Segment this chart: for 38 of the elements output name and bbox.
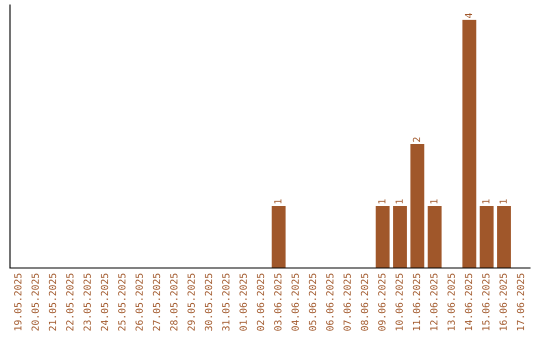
data-label: 1 <box>396 199 403 204</box>
data-label: 1 <box>274 199 282 204</box>
data-label: 4 <box>464 13 472 18</box>
x-tick-label: 17.06.2025 <box>516 274 524 330</box>
x-tick-label: 03.06.2025 <box>274 274 282 331</box>
data-label: 1 <box>378 199 386 204</box>
x-tick-label: 25.05.2025 <box>118 274 126 331</box>
x-tick-label: 14.06.2025 <box>464 274 472 330</box>
x-tick-label: 13.06.2025 <box>447 274 455 330</box>
data-label: 1 <box>430 199 438 204</box>
x-tick-label: 21.05.2025 <box>48 274 56 331</box>
x-tick-label: 22.05.2025 <box>66 274 74 331</box>
x-tick-label: 30.05.2025 <box>204 274 212 331</box>
x-tick-label: 24.05.2025 <box>100 274 108 331</box>
x-tick-label: 05.06.2025 <box>308 274 316 331</box>
x-tick-label: 15.06.2025 <box>482 274 490 330</box>
x-tick-label: 31.05.2025 <box>222 274 230 331</box>
x-tick-label: 01.06.2025 <box>239 274 247 331</box>
x-tick-label: 19.05.2025 <box>14 274 22 330</box>
x-tick-label: 11.06.2025 <box>412 274 420 330</box>
x-tick-label: 10.06.2025 <box>395 274 403 330</box>
x-tick-label: 04.06.2025 <box>291 274 299 331</box>
x-tick-label: 28.05.2025 <box>170 274 178 331</box>
x-tick-label: 07.06.2025 <box>343 274 351 331</box>
x-tick-label: 16.06.2025 <box>499 274 507 330</box>
x-tick-label: 12.06.2025 <box>430 274 438 330</box>
data-label: 2 <box>412 138 420 142</box>
x-tick-label: 09.06.2025 <box>378 274 386 331</box>
data-label: 1 <box>482 199 490 204</box>
x-tick-label: 20.05.2025 <box>31 274 39 331</box>
x-tick-label: 02.06.2025 <box>256 274 264 331</box>
x-tick-label: 08.06.2025 <box>360 274 368 331</box>
x-tick-label: 29.05.2025 <box>187 274 195 331</box>
x-tick-label: 06.06.2025 <box>326 274 334 331</box>
data-label: 1 <box>500 199 507 204</box>
x-tick-label: 26.05.2025 <box>135 274 143 331</box>
x-tick-label: 23.05.2025 <box>83 274 91 331</box>
x-tick-label: 27.05.2025 <box>152 274 160 331</box>
